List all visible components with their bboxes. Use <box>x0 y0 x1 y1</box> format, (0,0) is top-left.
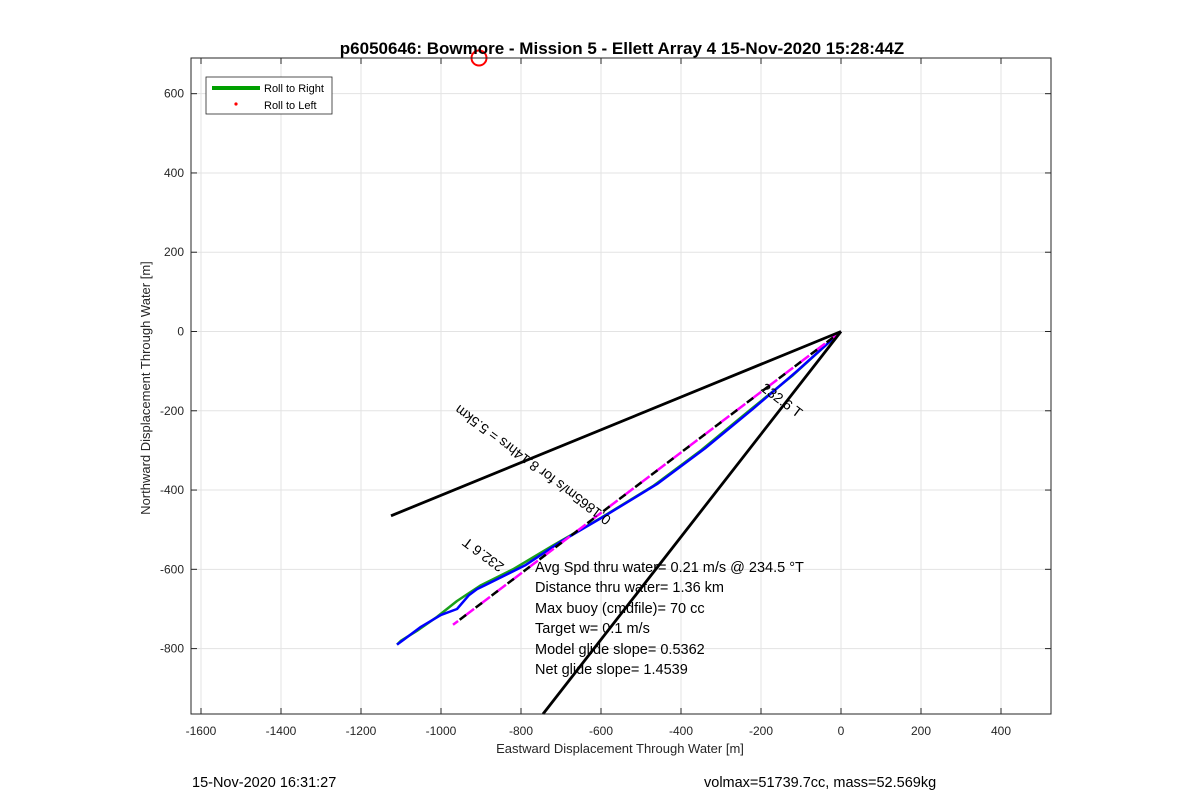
x-tick-label: 400 <box>991 724 1011 738</box>
x-tick-label: -800 <box>509 724 533 738</box>
y-tick-label: -800 <box>160 642 184 656</box>
series-line-1 <box>396 330 842 646</box>
x-tick-label: -200 <box>749 724 773 738</box>
chart-title: p6050646: Bowmore - Mission 5 - Ellett A… <box>340 39 904 58</box>
series-layer <box>390 49 843 715</box>
info-block: Avg Spd thru water= 0.21 m/s @ 234.5 °T … <box>535 560 804 678</box>
info-distance: Distance thru water= 1.36 km <box>535 580 724 596</box>
legend-entry-roll-right: Roll to Right <box>264 83 324 95</box>
line-label-speed: 0.1865m/s for 8.14hrs = 5.5km <box>452 402 614 529</box>
legend-entry-roll-left: Roll to Left <box>264 100 317 112</box>
legend: Roll to Right Roll to Left <box>205 76 333 115</box>
info-model-glide: Model glide slope= 0.5362 <box>535 642 705 658</box>
info-avg-speed: Avg Spd thru water= 0.21 m/s @ 234.5 °T <box>535 560 804 576</box>
y-tick-label: 400 <box>164 166 184 180</box>
y-tick-label: -400 <box>160 483 184 497</box>
legend-box <box>205 76 333 115</box>
info-net-glide: Net glide slope= 1.4539 <box>535 662 688 678</box>
info-max-buoy: Max buoy (cmdfile)= 70 cc <box>535 601 705 617</box>
x-axis-label: Eastward Displacement Through Water [m] <box>496 741 744 756</box>
x-tick-label: -1200 <box>346 724 377 738</box>
legend-swatch-roll-left <box>234 102 238 106</box>
y-tick-label: 200 <box>164 245 184 259</box>
x-tick-label: -1000 <box>426 724 457 738</box>
ticks: -1600 -1400 -1200 -1000 -800 -600 -400 -200 0 200… <box>160 58 1051 738</box>
x-tick-label: -400 <box>669 724 693 738</box>
x-tick-label: -1600 <box>186 724 217 738</box>
info-target-w: Target w= 0.1 m/s <box>535 621 650 637</box>
x-tick-label: -1400 <box>266 724 297 738</box>
x-tick-label: -600 <box>589 724 613 738</box>
footer-timestamp: 15-Nov-2020 16:31:27 <box>192 775 336 791</box>
grid <box>191 58 1051 714</box>
series-line-0 <box>396 330 842 646</box>
x-tick-label: 200 <box>911 724 931 738</box>
series-line-5 <box>541 330 843 715</box>
y-tick-label: 0 <box>177 324 184 338</box>
y-axis-label: Northward Displacement Through Water [m] <box>138 261 153 515</box>
x-tick-label: 0 <box>838 724 845 738</box>
y-tick-label: -600 <box>160 562 184 576</box>
series-line-2 <box>452 330 842 626</box>
y-tick-label: 600 <box>164 87 184 101</box>
y-tick-label: -200 <box>160 404 184 418</box>
footer-volmax-mass: volmax=51739.7cc, mass=52.569kg <box>704 775 936 791</box>
axes-box <box>190 57 1052 715</box>
series-line-4 <box>390 330 842 518</box>
